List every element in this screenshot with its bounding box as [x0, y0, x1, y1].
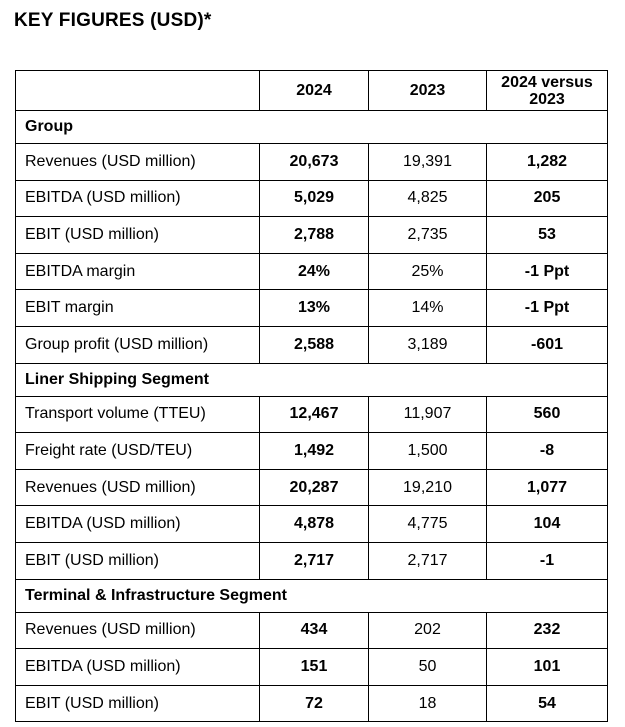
page-title: KEY FIGURES (USD)* — [14, 10, 212, 31]
table-row: EBIT (USD million) 2,717 2,717 -1 — [15, 541, 608, 580]
table-row: EBIT (USD million) 2,788 2,735 53 — [15, 216, 608, 254]
row-label: EBITDA (USD million) — [15, 648, 260, 686]
value-change: 1,282 — [486, 143, 608, 181]
value-2023: 14% — [368, 289, 487, 327]
value-2023: 11,907 — [368, 395, 487, 434]
header-change-line1: 2024 versus — [501, 73, 593, 91]
value-2023: 19,210 — [368, 468, 487, 507]
value-change: 104 — [486, 505, 608, 543]
table-row: EBIT (USD million) 72 18 54 — [15, 684, 608, 723]
row-label: EBIT margin — [15, 289, 260, 327]
section-title: Liner Shipping Segment — [15, 362, 608, 397]
section-row: Liner Shipping Segment — [15, 362, 608, 397]
row-label: Revenues (USD million) — [15, 143, 260, 181]
table-row: Revenues (USD million) 20,673 19,391 1,282 — [15, 143, 608, 181]
value-change: 1,077 — [486, 468, 608, 507]
header-change-line2: 2023 — [529, 90, 565, 108]
value-2024: 12,467 — [259, 395, 369, 434]
header-2023: 2023 — [368, 70, 487, 111]
row-label: Revenues (USD million) — [15, 468, 260, 507]
value-2023: 3,189 — [368, 325, 487, 364]
value-2024: 4,878 — [259, 505, 369, 543]
value-2023: 2,735 — [368, 216, 487, 254]
table-row: Group profit (USD million) 2,588 3,189 -601 — [15, 325, 608, 364]
table-row: Freight rate (USD/TEU) 1,492 1,500 -8 — [15, 432, 608, 470]
row-label: Revenues (USD million) — [15, 611, 260, 650]
row-label: EBIT (USD million) — [15, 684, 260, 723]
value-change: -601 — [486, 325, 608, 364]
value-2023: 19,391 — [368, 143, 487, 181]
row-label: EBITDA margin — [15, 252, 260, 291]
table-row: EBITDA (USD million) 5,029 4,825 205 — [15, 179, 608, 218]
value-2023: 4,775 — [368, 505, 487, 543]
section-title: Terminal & Infrastructure Segment — [15, 578, 608, 613]
value-2023: 2,717 — [368, 541, 487, 580]
table-row: Transport volume (TTEU) 12,467 11,907 560 — [15, 395, 608, 434]
row-label: EBIT (USD million) — [15, 541, 260, 580]
section-title: Group — [15, 110, 608, 144]
value-2024: 2,717 — [259, 541, 369, 580]
table-row: Revenues (USD million) 20,287 19,210 1,077 — [15, 468, 608, 507]
section-row: Terminal & Infrastructure Segment — [15, 578, 608, 613]
header-change: 2024 versus 2023 — [486, 70, 608, 111]
row-label: Freight rate (USD/TEU) — [15, 432, 260, 470]
value-2023: 18 — [368, 684, 487, 723]
value-2024: 434 — [259, 611, 369, 650]
row-label: Transport volume (TTEU) — [15, 395, 260, 434]
value-change: -1 Ppt — [486, 252, 608, 291]
row-label: EBITDA (USD million) — [15, 179, 260, 218]
value-change: 54 — [486, 684, 608, 723]
table-row: EBIT margin 13% 14% -1 Ppt — [15, 289, 608, 327]
value-change: -1 — [486, 541, 608, 580]
value-2023: 4,825 — [368, 179, 487, 218]
value-2024: 5,029 — [259, 179, 369, 218]
value-2024: 24% — [259, 252, 369, 291]
row-label: Group profit (USD million) — [15, 325, 260, 364]
row-label: EBIT (USD million) — [15, 216, 260, 254]
value-change: 101 — [486, 648, 608, 686]
header-2024: 2024 — [259, 70, 369, 111]
value-2024: 13% — [259, 289, 369, 327]
value-change: 205 — [486, 179, 608, 218]
value-2024: 72 — [259, 684, 369, 723]
value-2024: 2,588 — [259, 325, 369, 364]
value-change: 53 — [486, 216, 608, 254]
row-label: EBITDA (USD million) — [15, 505, 260, 543]
value-2023: 25% — [368, 252, 487, 291]
header-label-cell — [15, 70, 260, 111]
value-2023: 202 — [368, 611, 487, 650]
value-2024: 2,788 — [259, 216, 369, 254]
value-2024: 1,492 — [259, 432, 369, 470]
key-figures-table: 2024 2023 2024 versus 2023 Group Revenues… — [15, 70, 608, 723]
value-change: 232 — [486, 611, 608, 650]
table-row: Revenues (USD million) 434 202 232 — [15, 611, 608, 650]
table-body: Group Revenues (USD million) 20,673 19,391 1… — [15, 110, 608, 723]
value-2023: 1,500 — [368, 432, 487, 470]
value-2024: 20,673 — [259, 143, 369, 181]
section-row: Group — [15, 110, 608, 144]
value-change: 560 — [486, 395, 608, 434]
table-row: EBITDA margin 24% 25% -1 Ppt — [15, 252, 608, 291]
table-row: EBITDA (USD million) 4,878 4,775 104 — [15, 505, 608, 543]
table-header-row: 2024 2023 2024 versus 2023 — [15, 70, 608, 111]
value-2024: 151 — [259, 648, 369, 686]
table-row: EBITDA (USD million) 151 50 101 — [15, 648, 608, 686]
value-2023: 50 — [368, 648, 487, 686]
value-2024: 20,287 — [259, 468, 369, 507]
value-change: -8 — [486, 432, 608, 470]
value-change: -1 Ppt — [486, 289, 608, 327]
